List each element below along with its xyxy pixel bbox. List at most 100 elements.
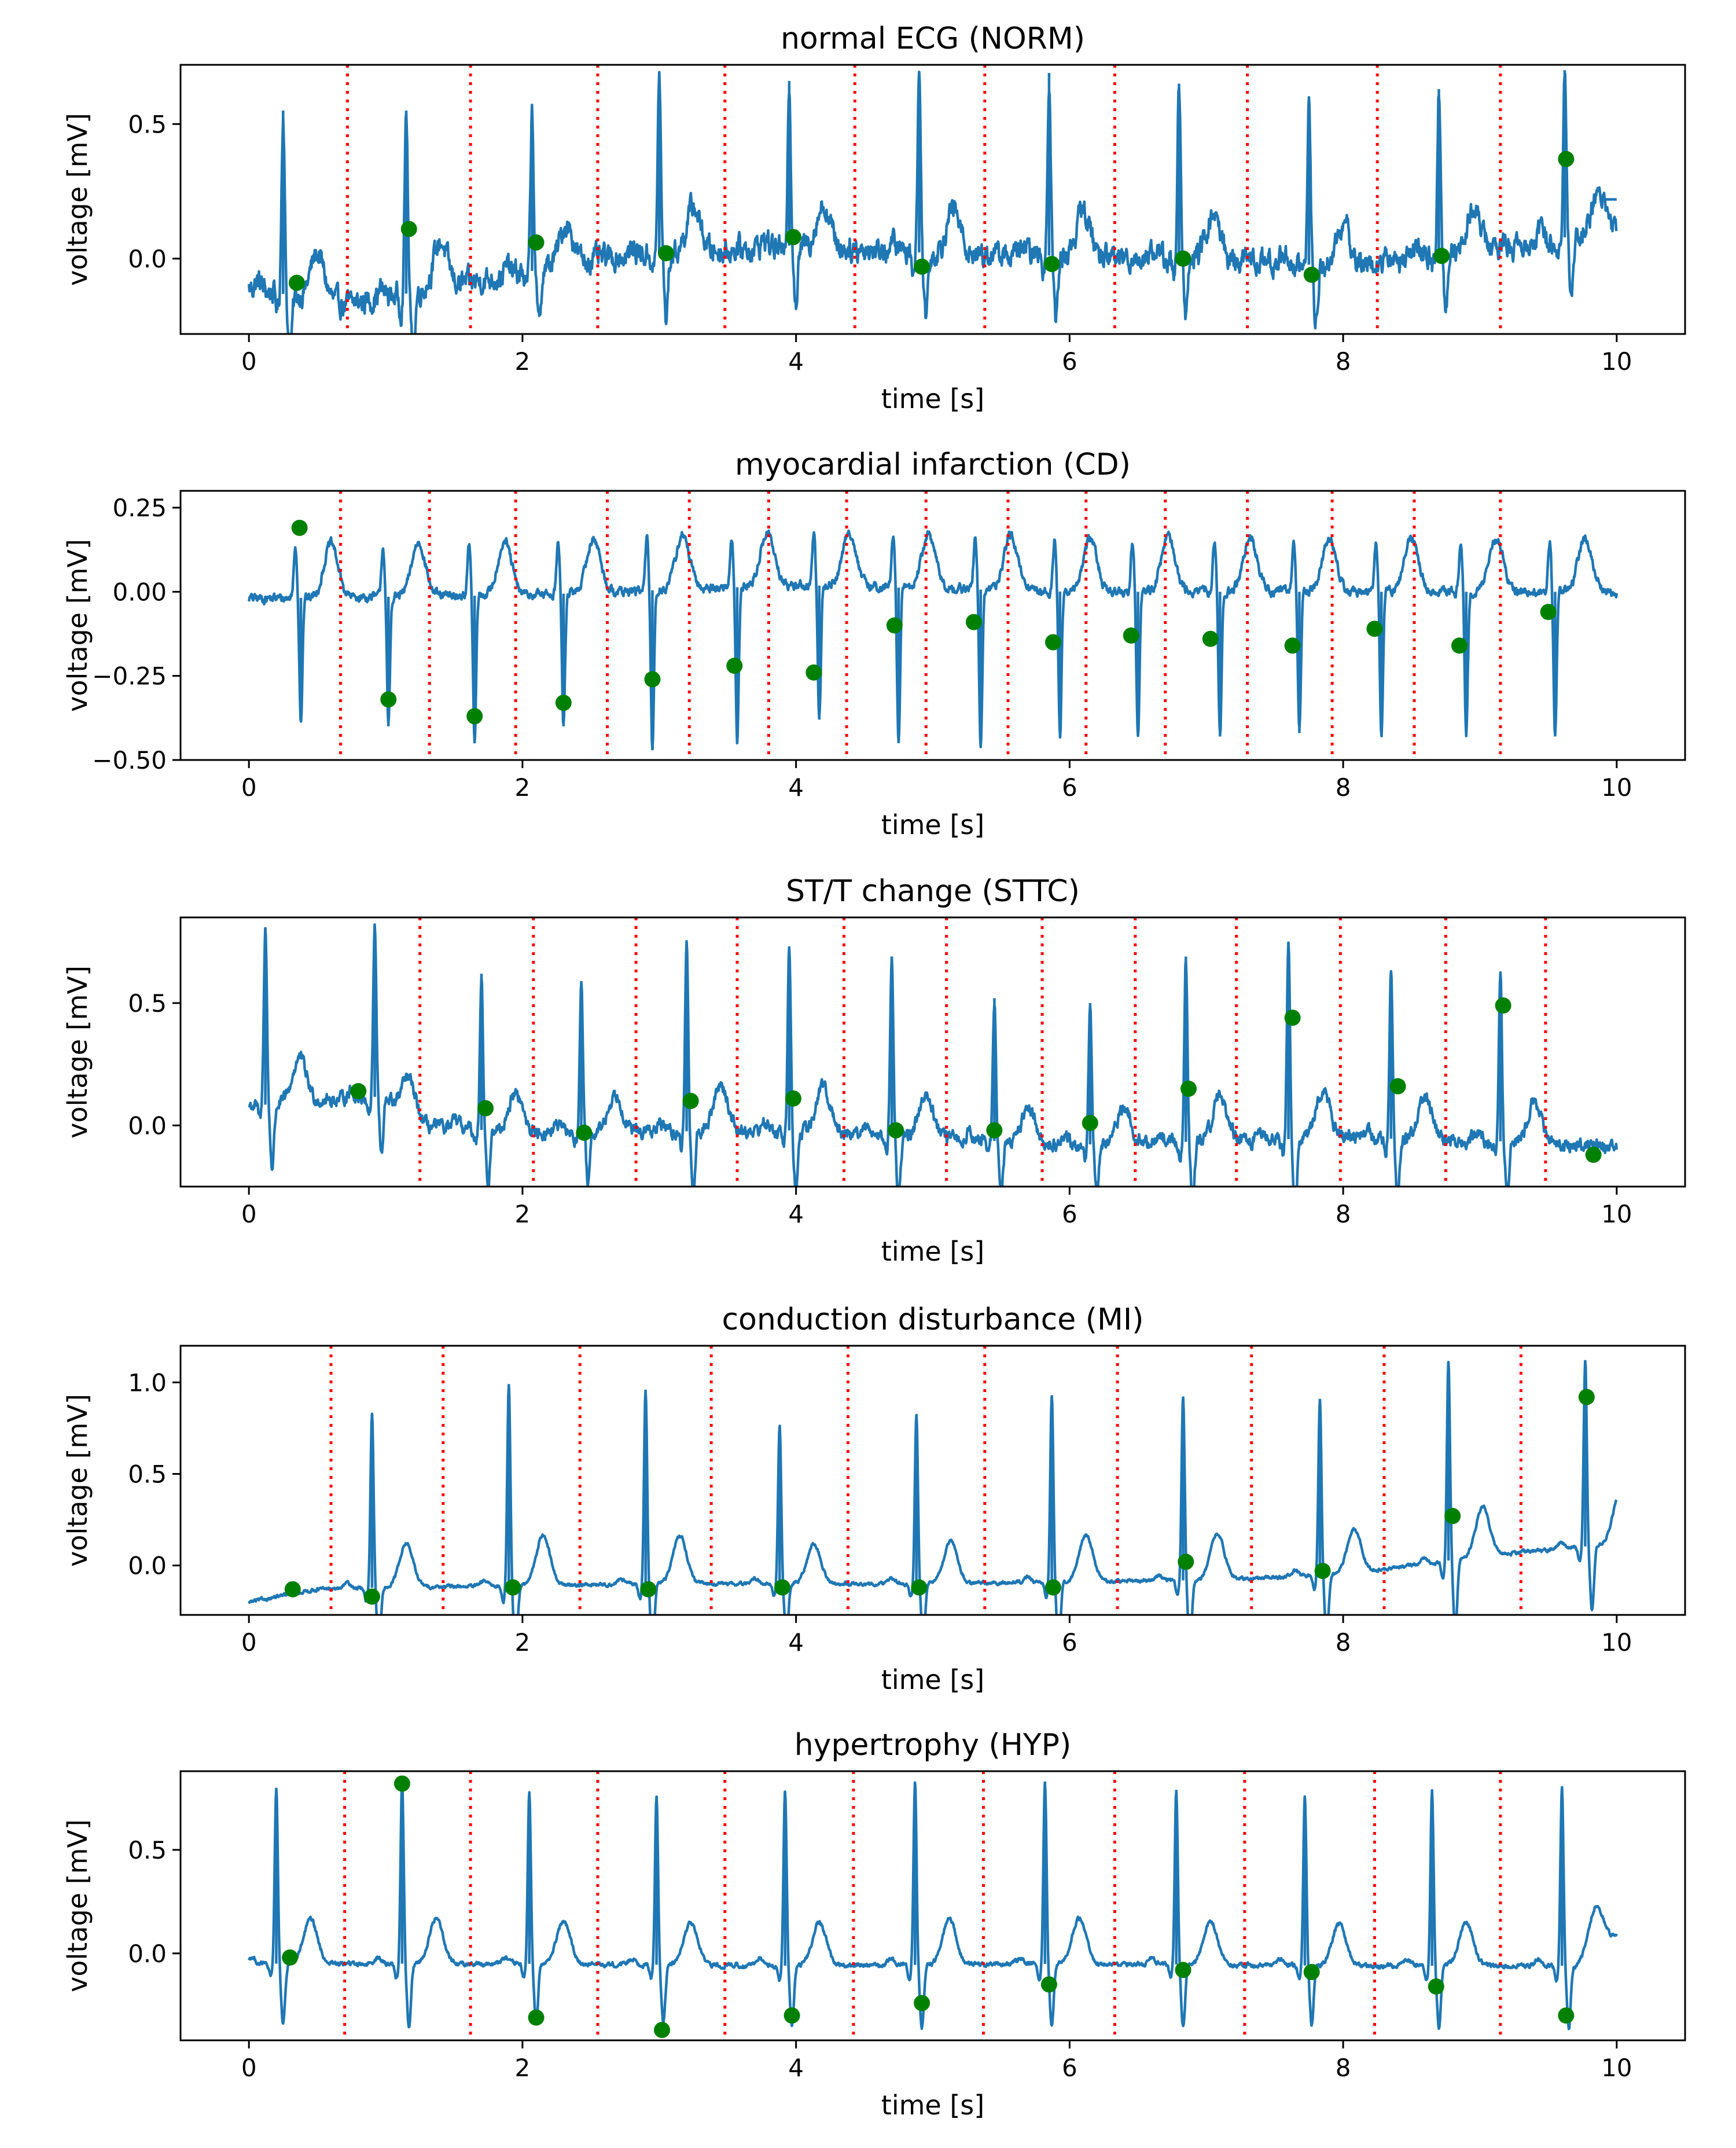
plot-area — [248, 1346, 1618, 1615]
plot-area — [248, 917, 1619, 1187]
marker-11 — [1578, 1389, 1595, 1405]
marker-4 — [682, 1093, 699, 1110]
marker-4 — [654, 2022, 670, 2039]
x-tick-label: 6 — [1062, 347, 1077, 376]
marker-16 — [1540, 604, 1557, 620]
x-tick-label: 10 — [1601, 2054, 1632, 2082]
marker-11 — [1558, 150, 1575, 167]
marker-7 — [986, 1122, 1003, 1139]
marker-13 — [1284, 637, 1301, 654]
plot-area — [247, 491, 1619, 760]
marker-9 — [1303, 1963, 1320, 1980]
y-tick-label: 0.00 — [112, 578, 167, 606]
axes-frame — [179, 64, 1686, 335]
y-tick-label: −0.50 — [92, 746, 167, 774]
ecg-trace — [248, 1360, 1618, 1615]
subplot-5: 0 2 4 6 8 10 0.0 0.5 hypertrophy (HYP) time [s] vo… — [62, 1728, 1686, 2121]
marker-7 — [1040, 1976, 1057, 1993]
y-tick-label: 0.25 — [112, 494, 167, 522]
x-tick-label: 6 — [1062, 773, 1077, 802]
marker-3 — [466, 708, 483, 725]
marker-1 — [350, 1083, 367, 1100]
marker-6 — [914, 1995, 930, 2011]
y-tick-label: 1.0 — [128, 1368, 167, 1397]
axes-frame — [179, 1770, 1686, 2041]
x-tick-label: 2 — [515, 1628, 531, 1657]
marker-4 — [640, 1581, 657, 1598]
x-axis-label: time [s] — [881, 1236, 984, 1267]
x-tick-label: 2 — [515, 773, 531, 802]
x-tick-label: 10 — [1601, 1200, 1632, 1228]
marker-3 — [576, 1125, 593, 1141]
marker-3 — [528, 2009, 545, 2026]
x-tick-label: 0 — [241, 2054, 257, 2082]
x-tick-label: 0 — [241, 347, 257, 376]
marker-8 — [1175, 1962, 1191, 1978]
ecg-trace — [247, 71, 1618, 334]
marker-2 — [380, 691, 397, 708]
y-tick-label: 0.5 — [128, 1460, 167, 1488]
y-tick-label: 0.5 — [128, 989, 167, 1018]
x-tick-label: 4 — [788, 347, 804, 376]
x-tick-label: 4 — [788, 2054, 804, 2082]
subplot-title: myocardial infarction (CD) — [735, 447, 1131, 482]
marker-6 — [726, 658, 743, 674]
subplot-title: ST/T change (STTC) — [786, 874, 1080, 909]
subplot-title: normal ECG (NORM) — [781, 21, 1085, 56]
y-tick-label: 0.0 — [128, 1940, 167, 1968]
marker-1 — [284, 1581, 301, 1598]
marker-11 — [1558, 2007, 1575, 2024]
marker-10 — [1045, 634, 1061, 651]
axes-frame — [179, 490, 1686, 761]
marker-6 — [888, 1122, 904, 1139]
axes-frame — [179, 916, 1686, 1188]
x-tick-label: 10 — [1601, 1628, 1632, 1657]
y-tick-label: 0.5 — [128, 1836, 167, 1864]
marker-13 — [1585, 1147, 1602, 1163]
marker-6 — [911, 1579, 928, 1596]
marker-4 — [555, 695, 572, 711]
marker-7 — [1043, 256, 1060, 273]
marker-9 — [1180, 1080, 1197, 1097]
x-axis-label: time [s] — [881, 383, 984, 414]
marker-9 — [965, 614, 982, 630]
axes-frame — [179, 1345, 1686, 1616]
x-tick-label: 0 — [241, 773, 257, 802]
subplot-1: 0 2 4 6 8 10 0.0 0.5 normal ECG (NORM) time [s] vo… — [62, 21, 1686, 414]
marker-12 — [1202, 630, 1219, 647]
marker-14 — [1366, 620, 1383, 637]
ecg-trace — [248, 923, 1619, 1187]
plot-area — [248, 1771, 1618, 2040]
x-tick-label: 8 — [1336, 1200, 1351, 1228]
x-tick-label: 8 — [1336, 773, 1351, 802]
y-axis-label: voltage [mV] — [62, 113, 93, 286]
marker-8 — [1082, 1115, 1098, 1132]
marker-6 — [914, 258, 930, 275]
ecg-trace — [248, 1779, 1618, 2030]
marker-2 — [363, 1588, 380, 1605]
subplot-title: conduction disturbance (MI) — [722, 1302, 1143, 1337]
y-axis-label: voltage [mV] — [62, 1394, 93, 1567]
x-tick-label: 8 — [1336, 347, 1351, 376]
marker-10 — [1433, 248, 1450, 265]
y-tick-label: 0.5 — [128, 110, 167, 138]
x-tick-label: 2 — [515, 2054, 531, 2082]
x-tick-label: 4 — [788, 773, 804, 802]
marker-5 — [784, 2007, 800, 2024]
marker-11 — [1123, 627, 1139, 644]
y-axis-label: voltage [mV] — [62, 1819, 93, 1992]
x-tick-label: 10 — [1601, 773, 1632, 802]
x-tick-label: 2 — [515, 1200, 531, 1228]
marker-1 — [288, 274, 305, 291]
x-tick-label: 6 — [1062, 2054, 1077, 2082]
marker-12 — [1495, 997, 1511, 1014]
marker-5 — [785, 229, 801, 245]
marker-5 — [644, 671, 661, 688]
marker-9 — [1303, 266, 1320, 283]
marker-10 — [1428, 1978, 1444, 1995]
y-tick-label: −0.25 — [92, 662, 167, 691]
x-axis-label: time [s] — [881, 809, 984, 840]
marker-5 — [785, 1090, 801, 1107]
x-axis-label: time [s] — [881, 1664, 984, 1695]
